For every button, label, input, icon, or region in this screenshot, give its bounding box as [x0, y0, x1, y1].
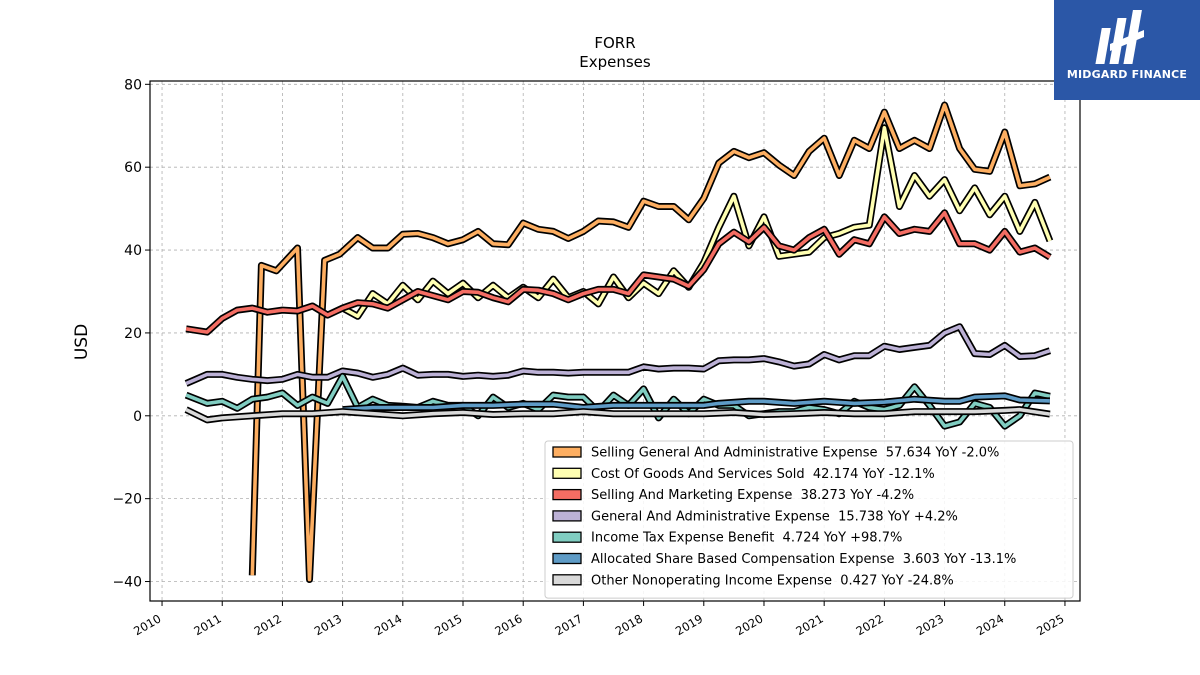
- chart-subtitle: Expenses: [579, 53, 651, 71]
- series-outline-2: [340, 124, 1054, 320]
- series-line-3: [185, 211, 1051, 334]
- legend-box: [544, 440, 1074, 599]
- x-tick-label: 2010: [131, 611, 163, 638]
- legend-entry-3: Selling And Marketing Expense 38.273 YoY…: [591, 488, 914, 503]
- series-line-6: [342, 394, 1050, 412]
- legend-swatch-3: [552, 488, 582, 501]
- series-line-2: [341, 126, 1052, 319]
- x-tick-label: 2013: [312, 611, 344, 638]
- x-tick-label: 2011: [191, 611, 223, 638]
- legend-swatch-5: [552, 531, 582, 543]
- x-axis-ticks: 2010 2011 2012 2013 2014 2015 2016 2017 2018 2019…: [131, 601, 1066, 638]
- legend-swatch-4: [552, 510, 582, 522]
- x-tick-label: 2023: [914, 611, 946, 638]
- series-outline-4: [184, 323, 1052, 387]
- legend-entry-4: General And Administrative Expense 15.73…: [591, 509, 958, 524]
- legend-entry-2: Cost Of Goods And Services Sold 42.174 Y…: [591, 467, 935, 482]
- x-tick-label: 2025: [1034, 611, 1066, 638]
- legend-entry-5: Income Tax Expense Benefit 4.724 YoY +98…: [591, 531, 902, 546]
- series-line-7: [185, 407, 1051, 422]
- series-line-1: [250, 103, 1051, 582]
- midgard-logo-icon: [1095, 10, 1144, 64]
- y-axis-label: USD: [72, 324, 92, 360]
- legend-swatch-6: [552, 552, 582, 565]
- brand-logo: MIDGARD FINANCE: [1054, 0, 1200, 100]
- legend-swatch-2: [552, 467, 582, 479]
- series-line-4: [185, 324, 1051, 386]
- legend: Selling General And Administrative Expen…: [544, 440, 1074, 599]
- x-tick-label: 2016: [492, 611, 524, 638]
- series-lines: [184, 101, 1054, 583]
- x-tick-label: 2015: [432, 611, 464, 638]
- y-tick-label: 0: [133, 409, 142, 425]
- y-tick-label: −40: [112, 575, 142, 591]
- y-axis-ticks: −40 −20 0 20 40 60 80: [112, 77, 150, 591]
- legend-entry-6: Allocated Share Based Compensation Expen…: [591, 552, 1016, 567]
- legend-swatch-1: [552, 446, 582, 458]
- plot-frame: [149, 80, 1081, 602]
- chart-title: FORR: [594, 34, 635, 52]
- y-tick-label: 20: [124, 326, 142, 342]
- y-tick-label: 60: [124, 160, 142, 176]
- y-tick-label: −20: [112, 492, 142, 508]
- x-tick-label: 2019: [673, 611, 705, 638]
- legend-entry-1: Selling General And Administrative Expen…: [591, 446, 999, 461]
- x-tick-label: 2021: [793, 611, 825, 638]
- x-tick-label: 2014: [372, 611, 404, 638]
- x-tick-label: 2018: [613, 611, 645, 638]
- legend-entry-7: Other Nonoperating Income Expense 0.427 …: [591, 573, 954, 588]
- x-tick-label: 2022: [854, 611, 886, 638]
- y-tick-label: 40: [124, 243, 142, 259]
- x-tick-label: 2012: [252, 611, 284, 638]
- x-tick-label: 2020: [733, 611, 765, 638]
- x-tick-label: 2024: [974, 611, 1006, 638]
- x-tick-label: 2017: [553, 611, 585, 638]
- series-line-5: [185, 374, 1051, 428]
- legend-swatch-7: [552, 574, 582, 586]
- brand-name: MIDGARD FINANCE: [1066, 68, 1188, 81]
- y-tick-label: 80: [124, 77, 142, 93]
